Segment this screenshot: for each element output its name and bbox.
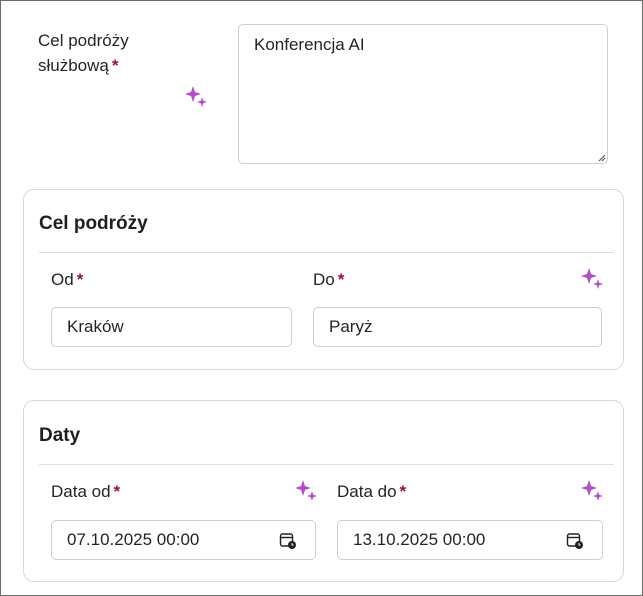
required-mark: * [399,482,407,501]
required-mark: * [337,270,345,289]
from-label-text: Od [51,270,74,289]
route-card: Cel podróży Od * Kraków Do * Paryż [23,189,624,370]
date-from-label-text: Data od [51,482,111,501]
required-mark: * [113,482,121,501]
date-from-label: Data od * [51,482,120,502]
divider [39,252,614,253]
to-input[interactable]: Paryż [313,307,602,347]
dates-card: Daty Data od * 07.10.2025 00:00 Data do * … [23,400,624,582]
date-to-value: 13.10.2025 00:00 [353,530,486,549]
divider [39,464,614,465]
purpose-label: Cel podróży służbową * [38,28,188,78]
purpose-label-text: Cel podróży służbową [38,31,129,75]
date-to-input[interactable]: 13.10.2025 00:00 [337,520,603,560]
required-mark: * [76,270,84,289]
sparkle-icon[interactable] [581,267,603,289]
calendar-clock-icon[interactable] [566,532,584,550]
sparkle-icon[interactable] [185,85,207,107]
resize-grip-icon[interactable] [598,154,606,162]
route-card-title: Cel podróży [39,213,148,234]
date-to-label-text: Data do [337,482,397,501]
from-input[interactable]: Kraków [51,307,292,347]
date-from-value: 07.10.2025 00:00 [67,530,200,549]
to-label: Do * [313,270,344,290]
from-label: Od * [51,270,83,290]
date-to-label: Data do * [337,482,406,502]
calendar-clock-icon[interactable] [279,532,297,550]
dates-card-title: Daty [39,425,81,446]
purpose-textarea[interactable]: Konferencja AI [238,24,608,164]
to-label-text: Do [313,270,335,289]
sparkle-icon[interactable] [581,479,603,501]
sparkle-icon[interactable] [295,479,317,501]
date-from-input[interactable]: 07.10.2025 00:00 [51,520,316,560]
required-mark: * [111,56,119,75]
